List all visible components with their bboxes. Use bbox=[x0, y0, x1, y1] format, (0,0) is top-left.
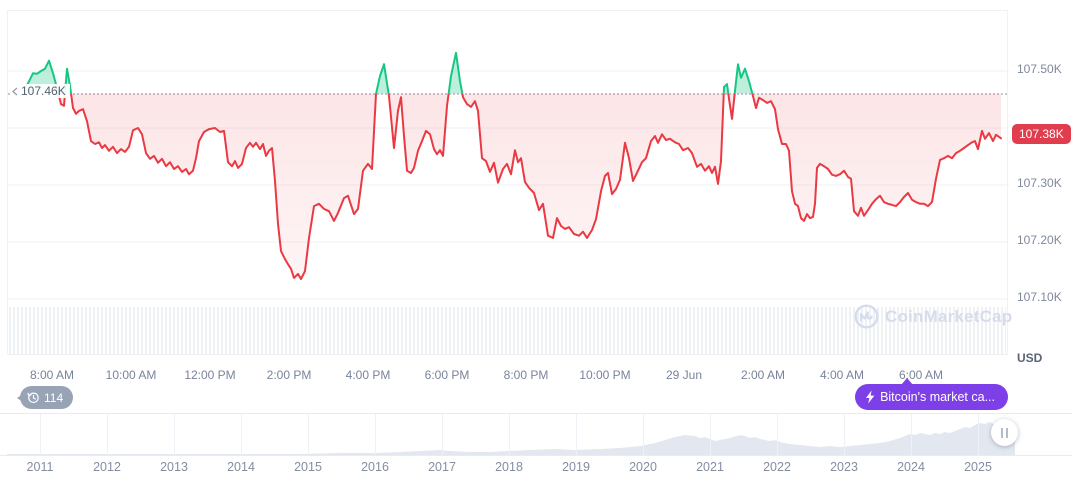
year-label: 2018 bbox=[495, 460, 523, 474]
x-axis-tick: 8:00 PM bbox=[503, 368, 549, 382]
timeline-divider bbox=[0, 413, 1072, 414]
year-label: 2013 bbox=[160, 460, 188, 474]
x-axis-tick: 6:00 PM bbox=[424, 368, 470, 382]
year-tick-line bbox=[844, 414, 845, 455]
year-label: 2024 bbox=[897, 460, 925, 474]
price-plot-area[interactable]: 107.46K CoinMarketCap bbox=[7, 10, 1012, 356]
year-label: 2014 bbox=[227, 460, 255, 474]
history-count: 114 bbox=[44, 390, 64, 405]
pause-icon bbox=[1001, 427, 1008, 438]
coinmarketcap-logo-icon bbox=[854, 304, 879, 329]
year-label: 2020 bbox=[629, 460, 657, 474]
x-axis-tick: 8:00 AM bbox=[29, 368, 75, 382]
timeline-baseline bbox=[0, 455, 1072, 456]
y-axis-tick: 107.50K bbox=[1017, 62, 1062, 76]
x-axis: 8:00 AM 10:00 AM 12:00 PM 2:00 PM 4:00 PM 6:0… bbox=[0, 366, 1072, 384]
year-tick-line bbox=[241, 414, 242, 455]
y-axis-tick: 107.30K bbox=[1017, 176, 1062, 190]
year-tick-line bbox=[978, 414, 979, 455]
year-label: 2021 bbox=[696, 460, 724, 474]
x-axis-tick: 29 Jun bbox=[665, 368, 703, 382]
watermark-text: CoinMarketCap bbox=[885, 306, 1013, 326]
year-tick-line bbox=[643, 414, 644, 455]
x-axis-tick: 10:00 PM bbox=[579, 368, 631, 382]
year-label: 2015 bbox=[294, 460, 322, 474]
year-label: 2025 bbox=[964, 460, 992, 474]
baseline-price-text: 107.46K bbox=[21, 84, 66, 98]
x-axis-tick: 2:00 AM bbox=[740, 368, 786, 382]
y-axis-tick: 107.10K bbox=[1017, 290, 1062, 304]
year-tick-line bbox=[710, 414, 711, 455]
lightning-icon bbox=[866, 390, 875, 404]
year-tick-line bbox=[308, 414, 309, 455]
year-tick-line bbox=[509, 414, 510, 455]
x-axis-tick: 4:00 AM bbox=[819, 368, 865, 382]
year-label: 2012 bbox=[93, 460, 121, 474]
year-tick-line bbox=[911, 414, 912, 455]
year-label: 2017 bbox=[428, 460, 456, 474]
range-slider-handle[interactable] bbox=[991, 419, 1018, 446]
year-label: 2023 bbox=[830, 460, 858, 474]
year-tick-line bbox=[777, 414, 778, 455]
x-axis-tick: 2:00 PM bbox=[266, 368, 312, 382]
y-axis: 107.38K USD 107.50K 107.30K 107.20K 107.10K bbox=[1008, 0, 1072, 365]
year-tick-line bbox=[375, 414, 376, 455]
year-label: 2011 bbox=[26, 460, 54, 474]
price-line-chart[interactable] bbox=[8, 11, 1009, 356]
marketcap-tooltip-label: Bitcoin's market ca... bbox=[880, 390, 995, 404]
volume-bars bbox=[9, 307, 1006, 355]
watermark: CoinMarketCap bbox=[854, 304, 1012, 329]
year-tick-line bbox=[40, 414, 41, 455]
mini-area-chart bbox=[7, 422, 1015, 455]
year-tick-line bbox=[107, 414, 108, 455]
year-label: 2022 bbox=[763, 460, 791, 474]
year-label: 2019 bbox=[562, 460, 590, 474]
x-axis-tick: 12:00 PM bbox=[184, 368, 236, 382]
x-axis-tick: 4:00 PM bbox=[345, 368, 391, 382]
clock-history-icon bbox=[27, 392, 39, 404]
y-axis-tick: 107.20K bbox=[1017, 233, 1062, 247]
currency-unit-label[interactable]: USD bbox=[1017, 351, 1043, 365]
marketcap-tooltip-button[interactable]: Bitcoin's market ca... bbox=[855, 378, 1008, 410]
x-axis-tick: 10:00 AM bbox=[105, 368, 157, 382]
chevron-left-icon bbox=[11, 86, 18, 96]
year-label: 2016 bbox=[361, 460, 389, 474]
timeline-range-selector[interactable]: 2011 2012 2013 2014 2015 2016 2017 2018 2019 2020… bbox=[0, 414, 1072, 477]
year-tick-line bbox=[174, 414, 175, 455]
year-tick-line bbox=[442, 414, 443, 455]
baseline-price-label: 107.46K bbox=[10, 84, 70, 98]
history-badge[interactable]: 114 bbox=[20, 386, 74, 409]
current-price-badge: 107.38K bbox=[1012, 124, 1071, 144]
year-tick-line bbox=[576, 414, 577, 455]
